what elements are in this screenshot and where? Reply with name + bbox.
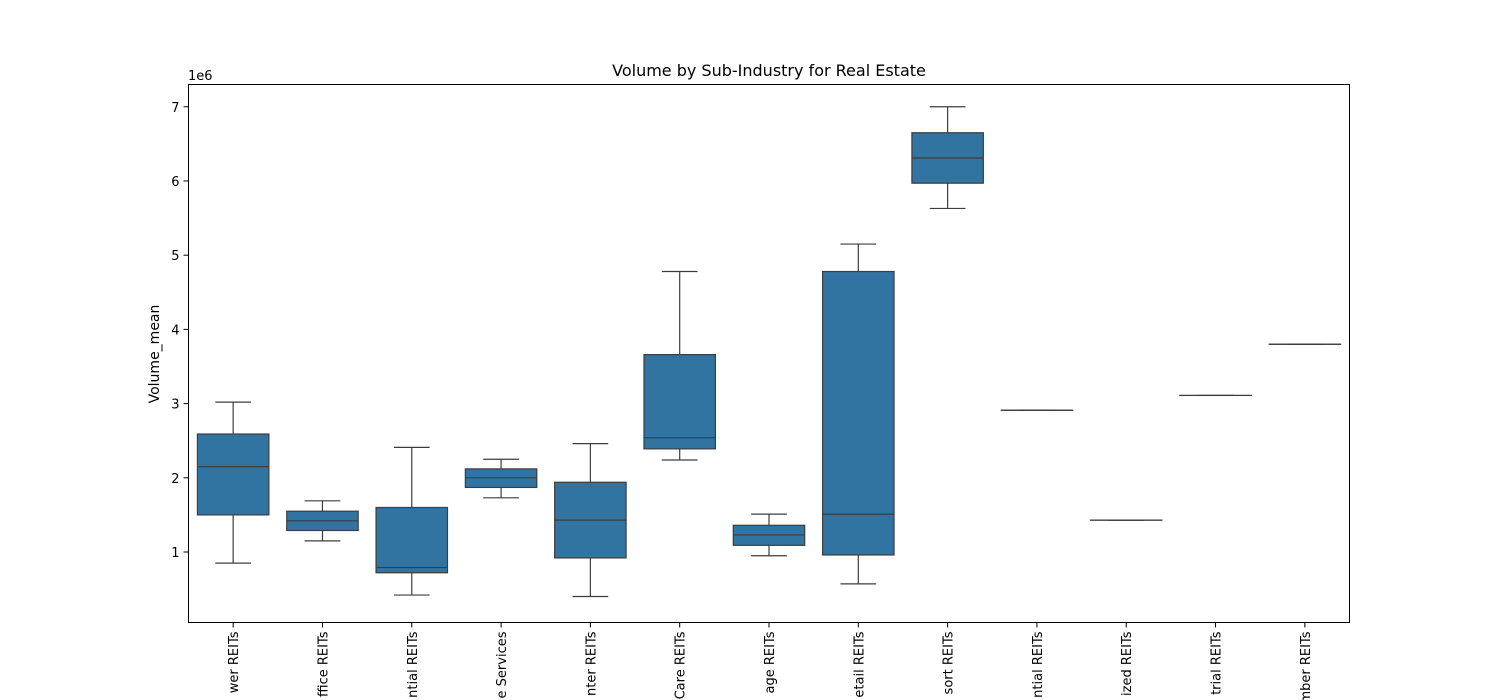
y-axis-label: Volume_mean [147,305,163,404]
iqr-box [821,270,895,556]
iqr-box [196,433,270,516]
plot-area [196,106,1342,598]
iqr-box [375,506,449,574]
box-9 [911,106,984,210]
x-tick-label: age REITs [763,631,778,693]
x-tick-label: nter REITs [584,631,599,696]
x-tick-label: ntial REITs [1031,631,1046,698]
y-tick-label: 5 [171,249,179,264]
box-3 [375,446,449,596]
y-tick-label: 2 [171,472,179,487]
box-7 [732,513,806,557]
box-4 [464,458,538,499]
y-tick-label: 4 [171,323,179,338]
x-tick-label: sort REITs [942,631,957,694]
box-5 [554,443,627,598]
x-tick-label: Care REITs [674,631,689,699]
box-6 [643,270,717,461]
y-axis-offset-label: 1e6 [188,69,213,84]
y-tick-label: 1 [171,546,179,561]
x-tick-label: wer REITs [227,631,242,693]
box-2 [286,500,359,542]
y-tick-label: 6 [171,175,179,190]
x-tick-label: etail REITs [852,631,867,697]
x-tick-label: ntial REITs [406,631,421,698]
x-tick-label: ized REITs [1120,631,1135,696]
iqr-box [643,354,717,450]
x-axis: wer REITs ffice REITs ntial REITs e Service… [227,622,1314,700]
y-tick-label: 3 [171,398,179,413]
y-axis: 1 2 3 4 5 6 7 [171,101,189,561]
x-tick-label: ffice REITs [316,631,331,697]
y-tick-label: 7 [171,101,179,116]
chart-title: Volume by Sub-Industry for Real Estate [612,61,926,80]
box-8 [821,243,895,585]
x-tick-label: e Services [495,631,510,698]
x-tick-label: trial REITs [1210,631,1225,695]
x-tick-label: mber REITs [1299,631,1314,700]
box-1 [196,401,270,564]
